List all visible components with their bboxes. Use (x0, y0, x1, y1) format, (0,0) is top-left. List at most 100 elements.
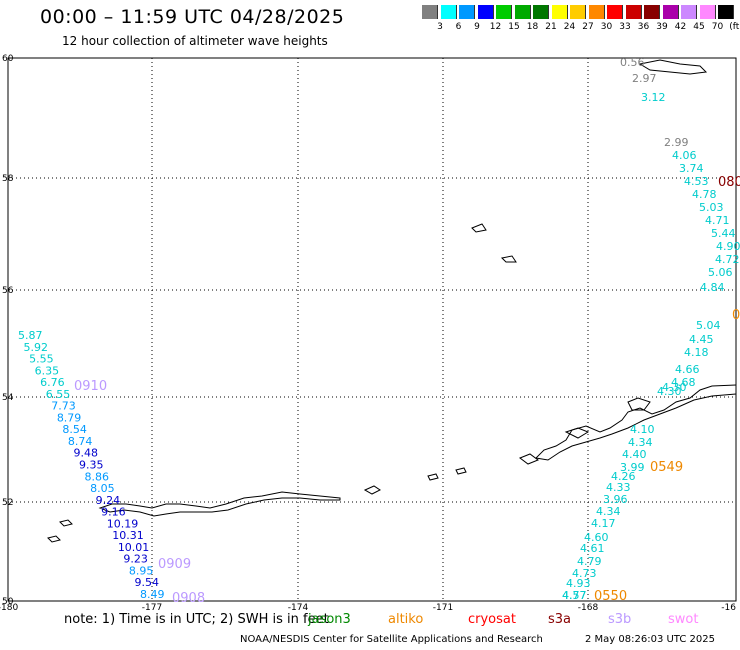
wave-height-label: 6.76 (40, 376, 65, 389)
wave-height-label: 4.68 (671, 376, 696, 389)
wave-height-label: 4.77 (562, 589, 587, 602)
wave-height-label: 4.30 (657, 385, 682, 398)
wave-height-label: 5.44 (711, 227, 736, 240)
wave-height-label: 4.17 (591, 517, 616, 530)
wave-height-label: 4.61 (580, 542, 605, 555)
color-swatch-label: 45 (693, 22, 705, 32)
latitude-tick-label: 50 (2, 597, 14, 607)
wave-height-label: 5.87 (18, 329, 43, 342)
wave-height-label: 9.23 (123, 553, 148, 566)
wave-height-label: 4.06 (672, 149, 697, 162)
island-near-1 (59, 519, 73, 527)
color-swatch-label: 27 (582, 22, 594, 32)
wave-height-label: 4.40 (622, 448, 647, 461)
wave-height-label: 4.57 (562, 589, 587, 602)
page-subtitle: 12 hour collection of altimeter wave hei… (62, 34, 328, 48)
island-islets-3 (455, 467, 467, 475)
wave-height-label: 0.56 (620, 56, 645, 69)
color-swatch (681, 5, 697, 19)
pass-time-label: 080 (718, 175, 740, 190)
wave-height-label: 2.97 (632, 72, 657, 85)
color-swatch-label: 33 (619, 22, 631, 32)
wave-height-label: 8.79 (57, 411, 81, 424)
color-swatch-label: 6 (455, 22, 462, 32)
wave-height-label: 8.49 (140, 588, 165, 601)
color-swatch-label: 15 (508, 22, 520, 32)
color-swatch-label: (ft) (729, 22, 740, 32)
color-swatch-label: 42 (674, 22, 687, 32)
color-swatch (496, 5, 512, 19)
longitude-tick-label: -168 (578, 603, 599, 613)
generated-timestamp: 2 May 08:26:03 UTC 2025 (585, 634, 715, 645)
wave-height-label: 5.92 (24, 341, 49, 354)
wave-height-label: 4.26 (611, 470, 636, 483)
coastline-land (47, 59, 737, 543)
island-andreanof (98, 491, 341, 517)
pass-time-label: 0910 (74, 379, 107, 394)
island-unimak (627, 397, 651, 411)
wave-height-label: 8.74 (68, 435, 93, 448)
color-swatch (644, 5, 660, 19)
wave-height-label: 9.24 (96, 494, 121, 507)
latitude-tick-label: 52 (2, 498, 13, 508)
longitude-tick-label: -171 (433, 603, 453, 613)
latitude-tick-label: 54 (2, 393, 14, 403)
latitude-tick-label: 58 (2, 174, 14, 184)
island-pribilof-1 (471, 223, 487, 233)
wave-height-label: 9.48 (73, 447, 98, 460)
wave-height-label: 9.54 (134, 576, 159, 589)
axis-tick-labels: 60 58 56 54 52 50-180 -177 -174 -171 -168 -16 (0, 54, 736, 613)
island-fox-2 (518, 453, 540, 465)
wave-height-label: 4.10 (630, 423, 655, 436)
wave-height-label: 4.60 (584, 531, 609, 544)
wave-height-label: 4.34 (628, 436, 653, 449)
color-swatch-label: 39 (656, 22, 668, 32)
satellite-legend-item: s3a (548, 612, 572, 627)
satellite-legend-item: jason3 (308, 612, 351, 627)
color-swatch-label: 3 (437, 22, 443, 32)
color-swatch (422, 5, 438, 19)
wave-height-label: 5.03 (699, 201, 724, 214)
graticule (8, 58, 736, 601)
wave-height-label: 5.06 (708, 266, 733, 279)
color-swatch (699, 5, 716, 19)
satellite-legend-item: swot (668, 612, 699, 627)
wave-height-label: 7.73 (51, 400, 76, 413)
wave-height-label: 4.72 (715, 253, 740, 266)
pass-time-label: 0 (732, 308, 740, 323)
pass-time-label: 0550 (594, 589, 627, 604)
color-swatch-label: 21 (545, 22, 557, 32)
wave-height-label: 8.05 (90, 482, 115, 495)
color-swatch-label: 12 (489, 22, 502, 32)
wave-height-label: 4.30 (662, 381, 687, 394)
color-swatch-label: 70 (711, 22, 724, 32)
footer-note: note: 1) Time is in UTC; 2) SWH is in fe… (64, 612, 329, 627)
color-swatch (662, 5, 679, 19)
wave-height-label: 10.31 (112, 529, 144, 542)
wave-height-label: 6.55 (46, 388, 71, 401)
color-swatch-label: 18 (526, 22, 539, 32)
latitude-tick-label: 56 (2, 286, 14, 296)
satellite-legend-item: s3b (608, 612, 632, 627)
wave-height-label: 4.71 (705, 214, 730, 227)
credit-line: NOAA/NESDIS Center for Satellite Applica… (240, 634, 543, 645)
wave-height-label: 6.35 (35, 364, 60, 377)
color-swatch (533, 5, 549, 19)
wave-height-label: 3.12 (641, 91, 666, 104)
longitude-tick-label: -16 (721, 603, 736, 613)
color-swatch (588, 5, 605, 19)
color-swatch (625, 5, 642, 19)
wave-height-label: 3.96 (603, 493, 628, 506)
color-swatch (440, 5, 457, 19)
color-swatch (570, 5, 586, 19)
latitude-tick-label: 60 (2, 54, 14, 64)
wave-height-label: 2.99 (664, 136, 689, 149)
color-swatch (718, 5, 734, 19)
wave-height-label: 4.66 (675, 363, 700, 376)
island-fox-1 (564, 427, 590, 439)
wave-height-label: 3.74 (679, 162, 704, 175)
wave-height-label: 10.19 (107, 517, 138, 530)
pass-time-label: 0908 (172, 591, 205, 606)
wave-height-label: 8.95 (129, 564, 154, 577)
